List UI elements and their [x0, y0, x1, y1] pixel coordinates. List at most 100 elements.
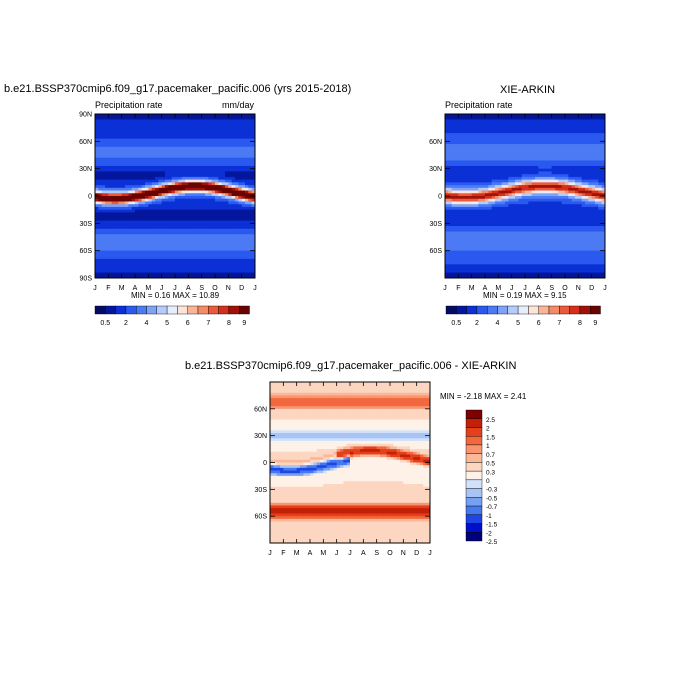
panel1-cell	[208, 155, 213, 159]
panel2-cell	[445, 135, 449, 139]
panel2-cell	[465, 146, 469, 150]
panel1-cell	[118, 165, 123, 170]
panel1-cell	[221, 119, 226, 123]
panel1-cell	[251, 267, 256, 271]
panel1-cell	[115, 239, 119, 243]
panel1-cell	[245, 157, 249, 161]
panel1-cell	[225, 220, 229, 224]
panel2-cell	[471, 176, 476, 180]
panel1-cell	[221, 182, 226, 186]
panel2-cell	[515, 163, 519, 167]
panel2-cell	[501, 141, 506, 145]
panel1-cell	[118, 152, 123, 156]
panel2-cell	[555, 206, 559, 211]
panel2-cell	[505, 138, 509, 142]
panel2-cell	[508, 114, 513, 118]
panel1-colorbar-swatch	[208, 305, 219, 315]
panel2-cell	[498, 215, 503, 219]
panel1-cell	[175, 116, 179, 120]
panel1-cell	[248, 155, 253, 159]
panel1-cell	[185, 275, 189, 279]
panel2-cell	[538, 174, 543, 178]
panel1-cell	[211, 174, 216, 178]
panel2-cell	[445, 234, 449, 238]
panel2-cell	[495, 256, 499, 260]
panel1-cell	[241, 250, 246, 254]
panel2-cell	[508, 239, 513, 243]
panel2-cell	[491, 138, 496, 142]
panel1-cell	[218, 209, 223, 213]
panel1-cell	[138, 157, 143, 161]
panel2-cell	[495, 237, 499, 241]
panel2-cell	[455, 149, 459, 153]
panel2-cell	[538, 272, 543, 276]
panel2-cell	[478, 228, 483, 232]
panel2-cell	[445, 157, 449, 161]
panel1-cell	[251, 228, 256, 232]
panel2-cell	[465, 204, 469, 208]
panel2-cell	[455, 250, 459, 254]
panel1-cell	[125, 185, 129, 189]
panel1-cell	[218, 163, 223, 167]
panel1-cell	[108, 176, 113, 180]
panel1-cell	[131, 124, 136, 129]
panel2-cell	[475, 267, 479, 271]
panel2-cell	[548, 122, 553, 126]
panel1-cell	[131, 228, 136, 232]
panel1-cell	[198, 237, 203, 241]
panel1-cell	[238, 206, 243, 211]
panel1-cell	[251, 223, 256, 227]
panel1-cell	[241, 247, 246, 252]
panel1-cell	[148, 138, 153, 142]
panel2-cell	[491, 165, 496, 170]
panel1-cell	[95, 212, 99, 216]
panel1-cell	[118, 258, 123, 262]
panel1-cell	[145, 168, 149, 172]
panel2-cell	[508, 119, 513, 123]
panel1-cell	[148, 160, 153, 164]
panel1-cell	[148, 155, 153, 159]
panel1-cell	[221, 135, 226, 139]
panel1-cell	[175, 168, 179, 172]
panel2-cell	[538, 187, 543, 191]
panel1-cell	[161, 133, 166, 137]
panel1-cell	[111, 176, 116, 180]
panel1-cell	[98, 198, 103, 202]
panel1-cell	[111, 165, 116, 170]
panel1-cell	[125, 127, 129, 131]
panel2-cell	[521, 176, 526, 180]
panel2-cell	[471, 226, 476, 230]
panel2-cell	[518, 119, 523, 123]
panel2-cell	[521, 193, 526, 197]
panel2-cell	[518, 228, 523, 232]
panel2-cell	[528, 176, 533, 180]
panel2-cell	[488, 253, 493, 257]
panel1-cell	[151, 201, 156, 205]
panel2-cell	[505, 231, 509, 235]
panel1-cell	[95, 223, 99, 227]
panel1-cell	[155, 152, 159, 156]
panel1-cell	[211, 256, 216, 260]
panel1-cell	[151, 124, 156, 129]
panel1-cell	[168, 182, 173, 186]
panel2-cell	[545, 272, 549, 276]
panel1-cell	[195, 247, 199, 252]
panel1-cell	[171, 261, 176, 265]
panel1-cell	[118, 226, 123, 230]
panel2-cell	[451, 215, 456, 219]
panel1-cell	[171, 201, 176, 205]
panel1-cell	[155, 253, 159, 257]
panel2-cell	[511, 239, 516, 243]
panel1-cell	[205, 201, 209, 205]
panel1-cell	[241, 258, 246, 262]
panel1-cell	[231, 206, 236, 211]
panel2-cell	[488, 193, 493, 197]
panel2-cell	[481, 165, 486, 170]
panel1-cell	[135, 196, 139, 200]
panel2-cell	[508, 264, 513, 268]
panel1-cell	[245, 234, 249, 238]
panel1-cell	[155, 133, 159, 137]
panel1-cell	[205, 176, 209, 180]
panel2-cell	[465, 234, 469, 238]
panel2-cell	[455, 190, 459, 194]
